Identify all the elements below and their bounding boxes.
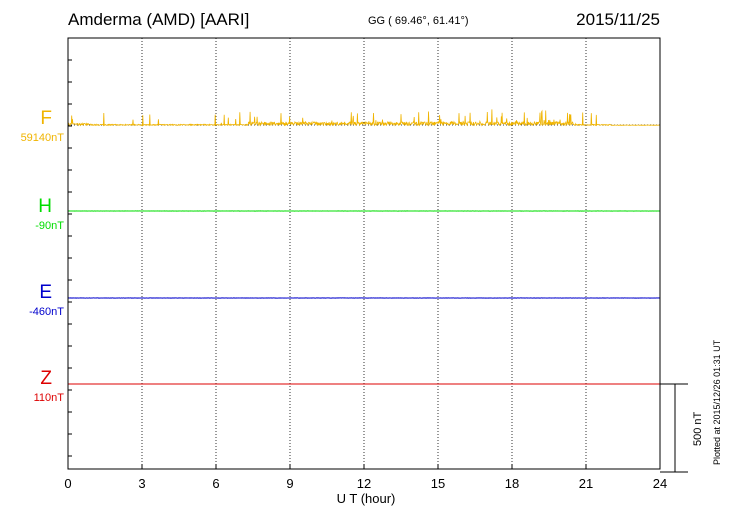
- scale-bar: [660, 383, 688, 473]
- component-label-E: E -460nT: [4, 282, 64, 318]
- x-tick-label: 3: [138, 476, 145, 491]
- grid-lines: [141, 38, 587, 469]
- coordinates: GG ( 69.46°, 61.41°): [368, 15, 469, 27]
- x-tick-label: 24: [653, 476, 667, 491]
- component-name: H: [38, 196, 52, 217]
- x-tick-label: 12: [357, 476, 371, 491]
- baseline-value: -90nT: [35, 220, 64, 232]
- x-ticks: 0 3 6 9 12 15 18 21 24: [64, 59, 667, 491]
- component-label-Z: Z 110nT: [4, 368, 64, 404]
- date-label: 2015/11/25: [576, 10, 660, 29]
- x-tick-label: 15: [431, 476, 445, 491]
- station-title: Amderma (AMD) [AARI]: [68, 10, 250, 29]
- x-axis-label: U T (hour): [337, 491, 396, 506]
- x-tick-label: 21: [579, 476, 593, 491]
- x-tick-label: 0: [64, 476, 71, 491]
- baseline-value: -460nT: [29, 306, 64, 318]
- baseline-value: 59140nT: [20, 132, 64, 144]
- component-name: E: [39, 282, 52, 303]
- baseline-value: 110nT: [33, 392, 64, 404]
- component-label-F: F 59140nT: [4, 108, 64, 144]
- component-label-H: H -90nT: [4, 196, 64, 232]
- x-tick-label: 6: [212, 476, 219, 491]
- traces: [67, 109, 661, 385]
- x-tick-label: 9: [286, 476, 293, 491]
- plotted-at-footer: Plotted at 2015/12/26 01:31 UT: [712, 339, 722, 465]
- trace-F: [67, 109, 660, 127]
- component-name: Z: [40, 368, 52, 389]
- scale-bar-label: 500 nT: [692, 411, 704, 446]
- x-tick-label: 18: [505, 476, 519, 491]
- component-name: F: [40, 108, 52, 129]
